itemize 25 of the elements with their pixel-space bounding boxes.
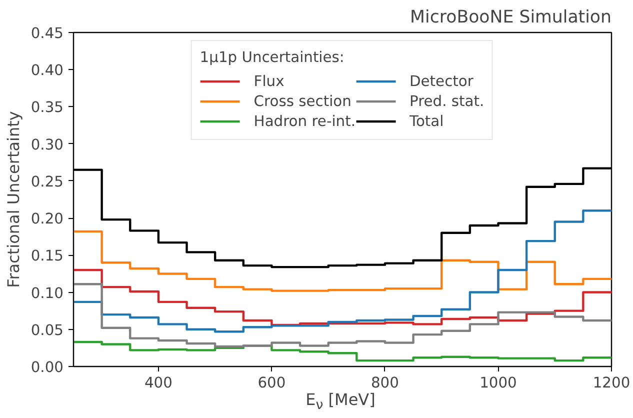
y-tick-label: 0.30 xyxy=(30,136,64,154)
y-tick-label: 0.35 xyxy=(30,99,64,116)
x-tick-label: 800 xyxy=(370,374,399,392)
x-tick-label: 1200 xyxy=(592,374,630,392)
y-tick-label: 0.05 xyxy=(30,322,64,339)
x-axis-title: E$_{ν}$ [MeV] xyxy=(304,390,376,416)
x-tick-label: 1000 xyxy=(480,374,517,392)
legend-label: Cross section xyxy=(254,92,352,110)
legend-label: Hadron re-int. xyxy=(254,112,356,130)
legend-label: Detector xyxy=(410,72,474,90)
y-tick-label: 0.45 xyxy=(30,25,64,42)
x-tick-label: 600 xyxy=(258,374,286,392)
legend-label: Pred. stat. xyxy=(410,92,484,110)
y-tick-label: 0.25 xyxy=(30,173,64,190)
y-tick-label: 0.10 xyxy=(30,284,64,302)
y-tick-label: 0.20 xyxy=(30,210,64,228)
legend-label: Flux xyxy=(254,72,284,90)
y-axis-title: Fractional Uncertainty xyxy=(4,111,23,288)
y-tick-label: 0.00 xyxy=(30,359,64,376)
legend-label: Total xyxy=(410,112,444,130)
x-tick-label: 400 xyxy=(144,374,172,392)
y-tick-label: 0.15 xyxy=(30,248,64,265)
legend-title: 1μ1p Uncertainties: xyxy=(200,49,346,66)
y-tick-label: 0.40 xyxy=(30,62,64,80)
chart-title: MicroBooNE Simulation xyxy=(410,8,612,28)
